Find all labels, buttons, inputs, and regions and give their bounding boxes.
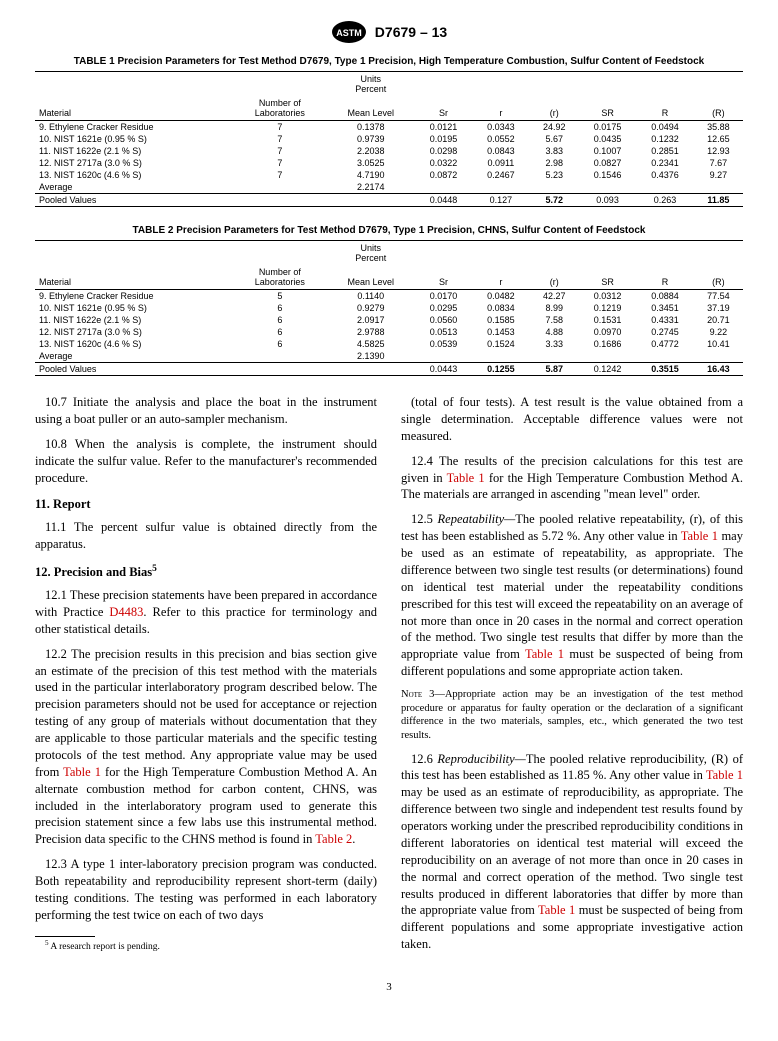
ref-d4483[interactable]: D4483 xyxy=(109,605,143,619)
para-12-4: 12.4 The results of the precision calcul… xyxy=(401,453,743,504)
pooled-row: Pooled Values0.04430.12555.870.12420.351… xyxy=(35,363,743,376)
table-row: 9. Ethylene Cracker Residue70.13780.0121… xyxy=(35,121,743,134)
table-row: 9. Ethylene Cracker Residue50.11400.0170… xyxy=(35,290,743,303)
note-3-label: Note 3— xyxy=(401,689,445,700)
table-row: 10. NIST 1621e (0.95 % S)60.92790.02950.… xyxy=(35,302,743,314)
table-row: 12. NIST 2717a (3.0 % S)73.05250.03220.0… xyxy=(35,157,743,169)
para-12-3-cont: (total of four tests). A test result is … xyxy=(401,394,743,445)
table2-title: TABLE 2 Precision Parameters for Test Me… xyxy=(35,225,743,236)
para-11-1: 11.1 The percent sulfur value is obtaine… xyxy=(35,519,377,553)
section-12: 12. Precision and Bias5 xyxy=(35,563,377,581)
body-text: 10.7 Initiate the analysis and place the… xyxy=(35,394,743,961)
ref-table1[interactable]: Table 1 xyxy=(63,765,101,779)
ref-table1-e[interactable]: Table 1 xyxy=(706,768,743,782)
table1-header-row: Material Number of Laboratories Mean Lev… xyxy=(35,96,743,121)
table1-title: TABLE 1 Precision Parameters for Test Me… xyxy=(35,56,743,67)
term-repeatability: Repeatability— xyxy=(438,512,516,526)
table-row: 11. NIST 1622e (2.1 % S)72.20380.02980.0… xyxy=(35,145,743,157)
astm-logo-icon: ASTM xyxy=(331,20,367,44)
table2-header-row: Material Number of Laboratories Mean Lev… xyxy=(35,265,743,290)
term-reproducibility: Reproducibility— xyxy=(437,752,525,766)
page-number: 3 xyxy=(35,981,743,993)
para-10-7: 10.7 Initiate the analysis and place the… xyxy=(35,394,377,428)
document-id: D7679 – 13 xyxy=(375,24,447,40)
table1: Units Percent Material Number of Laborat… xyxy=(35,71,743,207)
table-row: 13. NIST 1620c (4.6 % S)74.71900.08720.2… xyxy=(35,169,743,181)
table-row: Average2.1390 xyxy=(35,350,743,363)
table-row: 12. NIST 2717a (3.0 % S)62.97880.05130.1… xyxy=(35,326,743,338)
ref-table1-c[interactable]: Table 1 xyxy=(681,529,718,543)
note-3: Note 3—Appropriate action may be an inve… xyxy=(401,688,743,743)
table2-units: Units Percent xyxy=(327,241,415,266)
table2: Units Percent Material Number of Laborat… xyxy=(35,240,743,376)
table-row: 13. NIST 1620c (4.6 % S)64.58250.05390.1… xyxy=(35,338,743,350)
pooled-row: Pooled Values0.04480.1275.720.0930.26311… xyxy=(35,194,743,207)
ref-table1-b[interactable]: Table 1 xyxy=(447,471,485,485)
para-12-6: 12.6 Reproducibility—The pooled relative… xyxy=(401,751,743,954)
table-row: 10. NIST 1621e (0.95 % S)70.97390.01950.… xyxy=(35,133,743,145)
ref-table1-f[interactable]: Table 1 xyxy=(538,903,575,917)
para-12-2: 12.2 The precision results in this preci… xyxy=(35,646,377,849)
para-12-1: 12.1 These precision statements have bee… xyxy=(35,587,377,638)
table1-units: Units Percent xyxy=(327,72,415,97)
svg-text:ASTM: ASTM xyxy=(336,28,362,38)
section-11: 11. Report xyxy=(35,496,377,513)
ref-table1-d[interactable]: Table 1 xyxy=(525,647,564,661)
table-row: Average2.2174 xyxy=(35,181,743,194)
para-10-8: 10.8 When the analysis is complete, the … xyxy=(35,436,377,487)
ref-table2[interactable]: Table 2 xyxy=(315,832,352,846)
page-header: ASTM D7679 – 13 xyxy=(35,20,743,44)
footnote-rule xyxy=(35,936,95,937)
para-12-3: 12.3 A type 1 inter-laboratory precision… xyxy=(35,856,377,924)
footnote-5: 5 A research report is pending. xyxy=(35,939,377,954)
para-12-5: 12.5 Repeatability—The pooled relative r… xyxy=(401,511,743,680)
table-row: 11. NIST 1622e (2.1 % S)62.09170.05600.1… xyxy=(35,314,743,326)
